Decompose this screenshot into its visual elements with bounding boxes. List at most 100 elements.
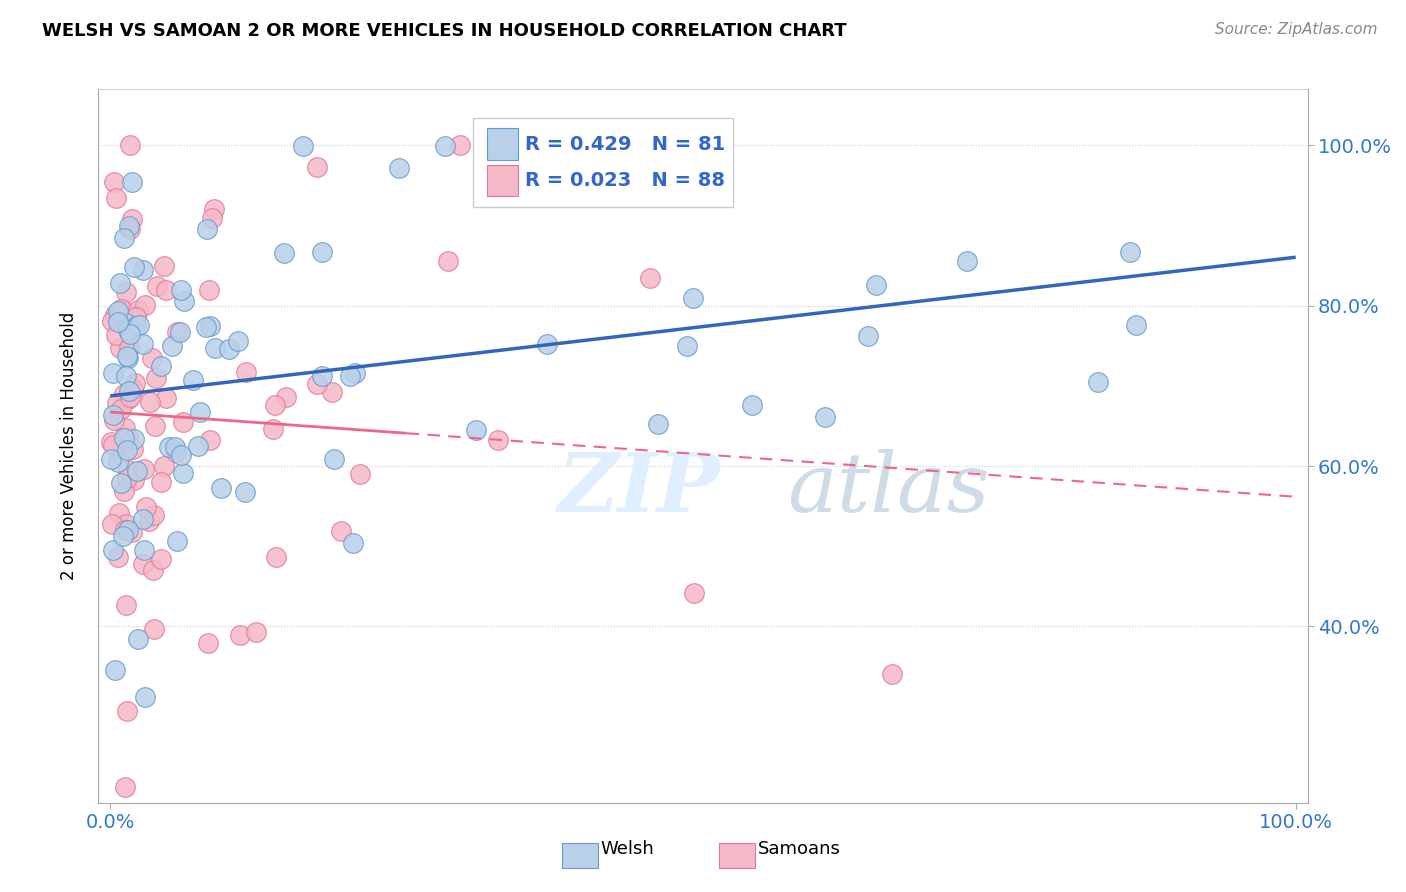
Point: [138, 514, 160, 528]
Point: [305, 160, 328, 174]
Point: [122, 383, 145, 397]
Point: [170, 283, 193, 297]
FancyBboxPatch shape: [474, 118, 734, 207]
Point: [229, 628, 252, 642]
Point: [264, 398, 287, 412]
Point: [197, 283, 219, 297]
Point: [1087, 375, 1109, 389]
Point: [103, 413, 125, 427]
Point: [117, 524, 139, 538]
Point: [124, 432, 146, 446]
Point: [349, 467, 371, 482]
Point: [276, 390, 298, 404]
Point: [127, 632, 149, 647]
Point: [110, 301, 132, 316]
Point: [149, 551, 172, 566]
Text: WELSH VS SAMOAN 2 OR MORE VEHICLES IN HOUSEHOLD CORRELATION CHART: WELSH VS SAMOAN 2 OR MORE VEHICLES IN HO…: [42, 22, 846, 40]
Point: [121, 212, 143, 227]
Point: [114, 523, 136, 537]
Point: [128, 318, 150, 332]
Point: [100, 517, 122, 532]
Point: [198, 319, 221, 334]
Text: R = 0.023   N = 88: R = 0.023 N = 88: [526, 171, 725, 190]
Text: Source: ZipAtlas.com: Source: ZipAtlas.com: [1215, 22, 1378, 37]
Point: [117, 463, 139, 477]
Point: [190, 405, 212, 419]
Point: [233, 485, 256, 500]
Point: [307, 377, 329, 392]
Point: [865, 278, 887, 293]
Point: [1125, 318, 1147, 333]
Point: [118, 390, 141, 404]
Point: [101, 542, 124, 557]
Point: [311, 245, 333, 260]
Point: [675, 339, 697, 353]
Point: [166, 325, 188, 339]
Y-axis label: 2 or more Vehicles in Household: 2 or more Vehicles in Household: [59, 312, 77, 580]
Point: [101, 408, 124, 422]
Point: [640, 270, 662, 285]
Point: [330, 524, 353, 539]
Point: [536, 336, 558, 351]
Text: atlas: atlas: [787, 449, 990, 529]
Point: [172, 467, 194, 481]
Point: [118, 327, 141, 342]
Point: [112, 529, 135, 543]
Point: [245, 624, 267, 639]
Point: [311, 369, 333, 384]
Point: [198, 434, 221, 448]
Point: [131, 512, 153, 526]
Point: [166, 533, 188, 548]
Point: [125, 464, 148, 478]
Point: [145, 371, 167, 385]
Point: [115, 368, 138, 383]
Point: [143, 622, 166, 636]
Point: [201, 211, 224, 226]
Point: [343, 366, 366, 380]
Point: [112, 484, 135, 499]
Point: [152, 458, 174, 473]
FancyBboxPatch shape: [718, 843, 755, 869]
Point: [115, 316, 138, 330]
Point: [132, 557, 155, 571]
Point: [118, 221, 141, 235]
Point: [226, 334, 249, 348]
Point: [114, 780, 136, 794]
Point: [682, 291, 704, 305]
Point: [342, 536, 364, 550]
Point: [388, 161, 411, 175]
Point: [647, 417, 669, 431]
Point: [104, 308, 127, 322]
Point: [143, 418, 166, 433]
Point: [117, 323, 139, 337]
Point: [117, 351, 139, 366]
Point: [121, 442, 143, 457]
Point: [125, 310, 148, 325]
Point: [291, 139, 314, 153]
Point: [112, 387, 135, 401]
Point: [115, 349, 138, 363]
Point: [108, 276, 131, 290]
Point: [741, 398, 763, 412]
Point: [146, 279, 169, 293]
Point: [264, 549, 287, 564]
Point: [118, 384, 141, 398]
Point: [142, 508, 165, 523]
Point: [645, 138, 668, 153]
Point: [122, 474, 145, 488]
Point: [127, 302, 149, 317]
Point: [273, 246, 295, 260]
FancyBboxPatch shape: [486, 128, 517, 160]
Point: [204, 341, 226, 355]
Point: [149, 475, 172, 489]
Point: [165, 441, 187, 455]
Point: [112, 303, 135, 318]
Point: [112, 231, 135, 245]
Point: [209, 481, 232, 495]
Point: [134, 298, 156, 312]
Point: [183, 373, 205, 387]
Point: [118, 341, 141, 355]
Point: [118, 138, 141, 153]
Point: [110, 475, 132, 490]
Point: [107, 303, 129, 318]
